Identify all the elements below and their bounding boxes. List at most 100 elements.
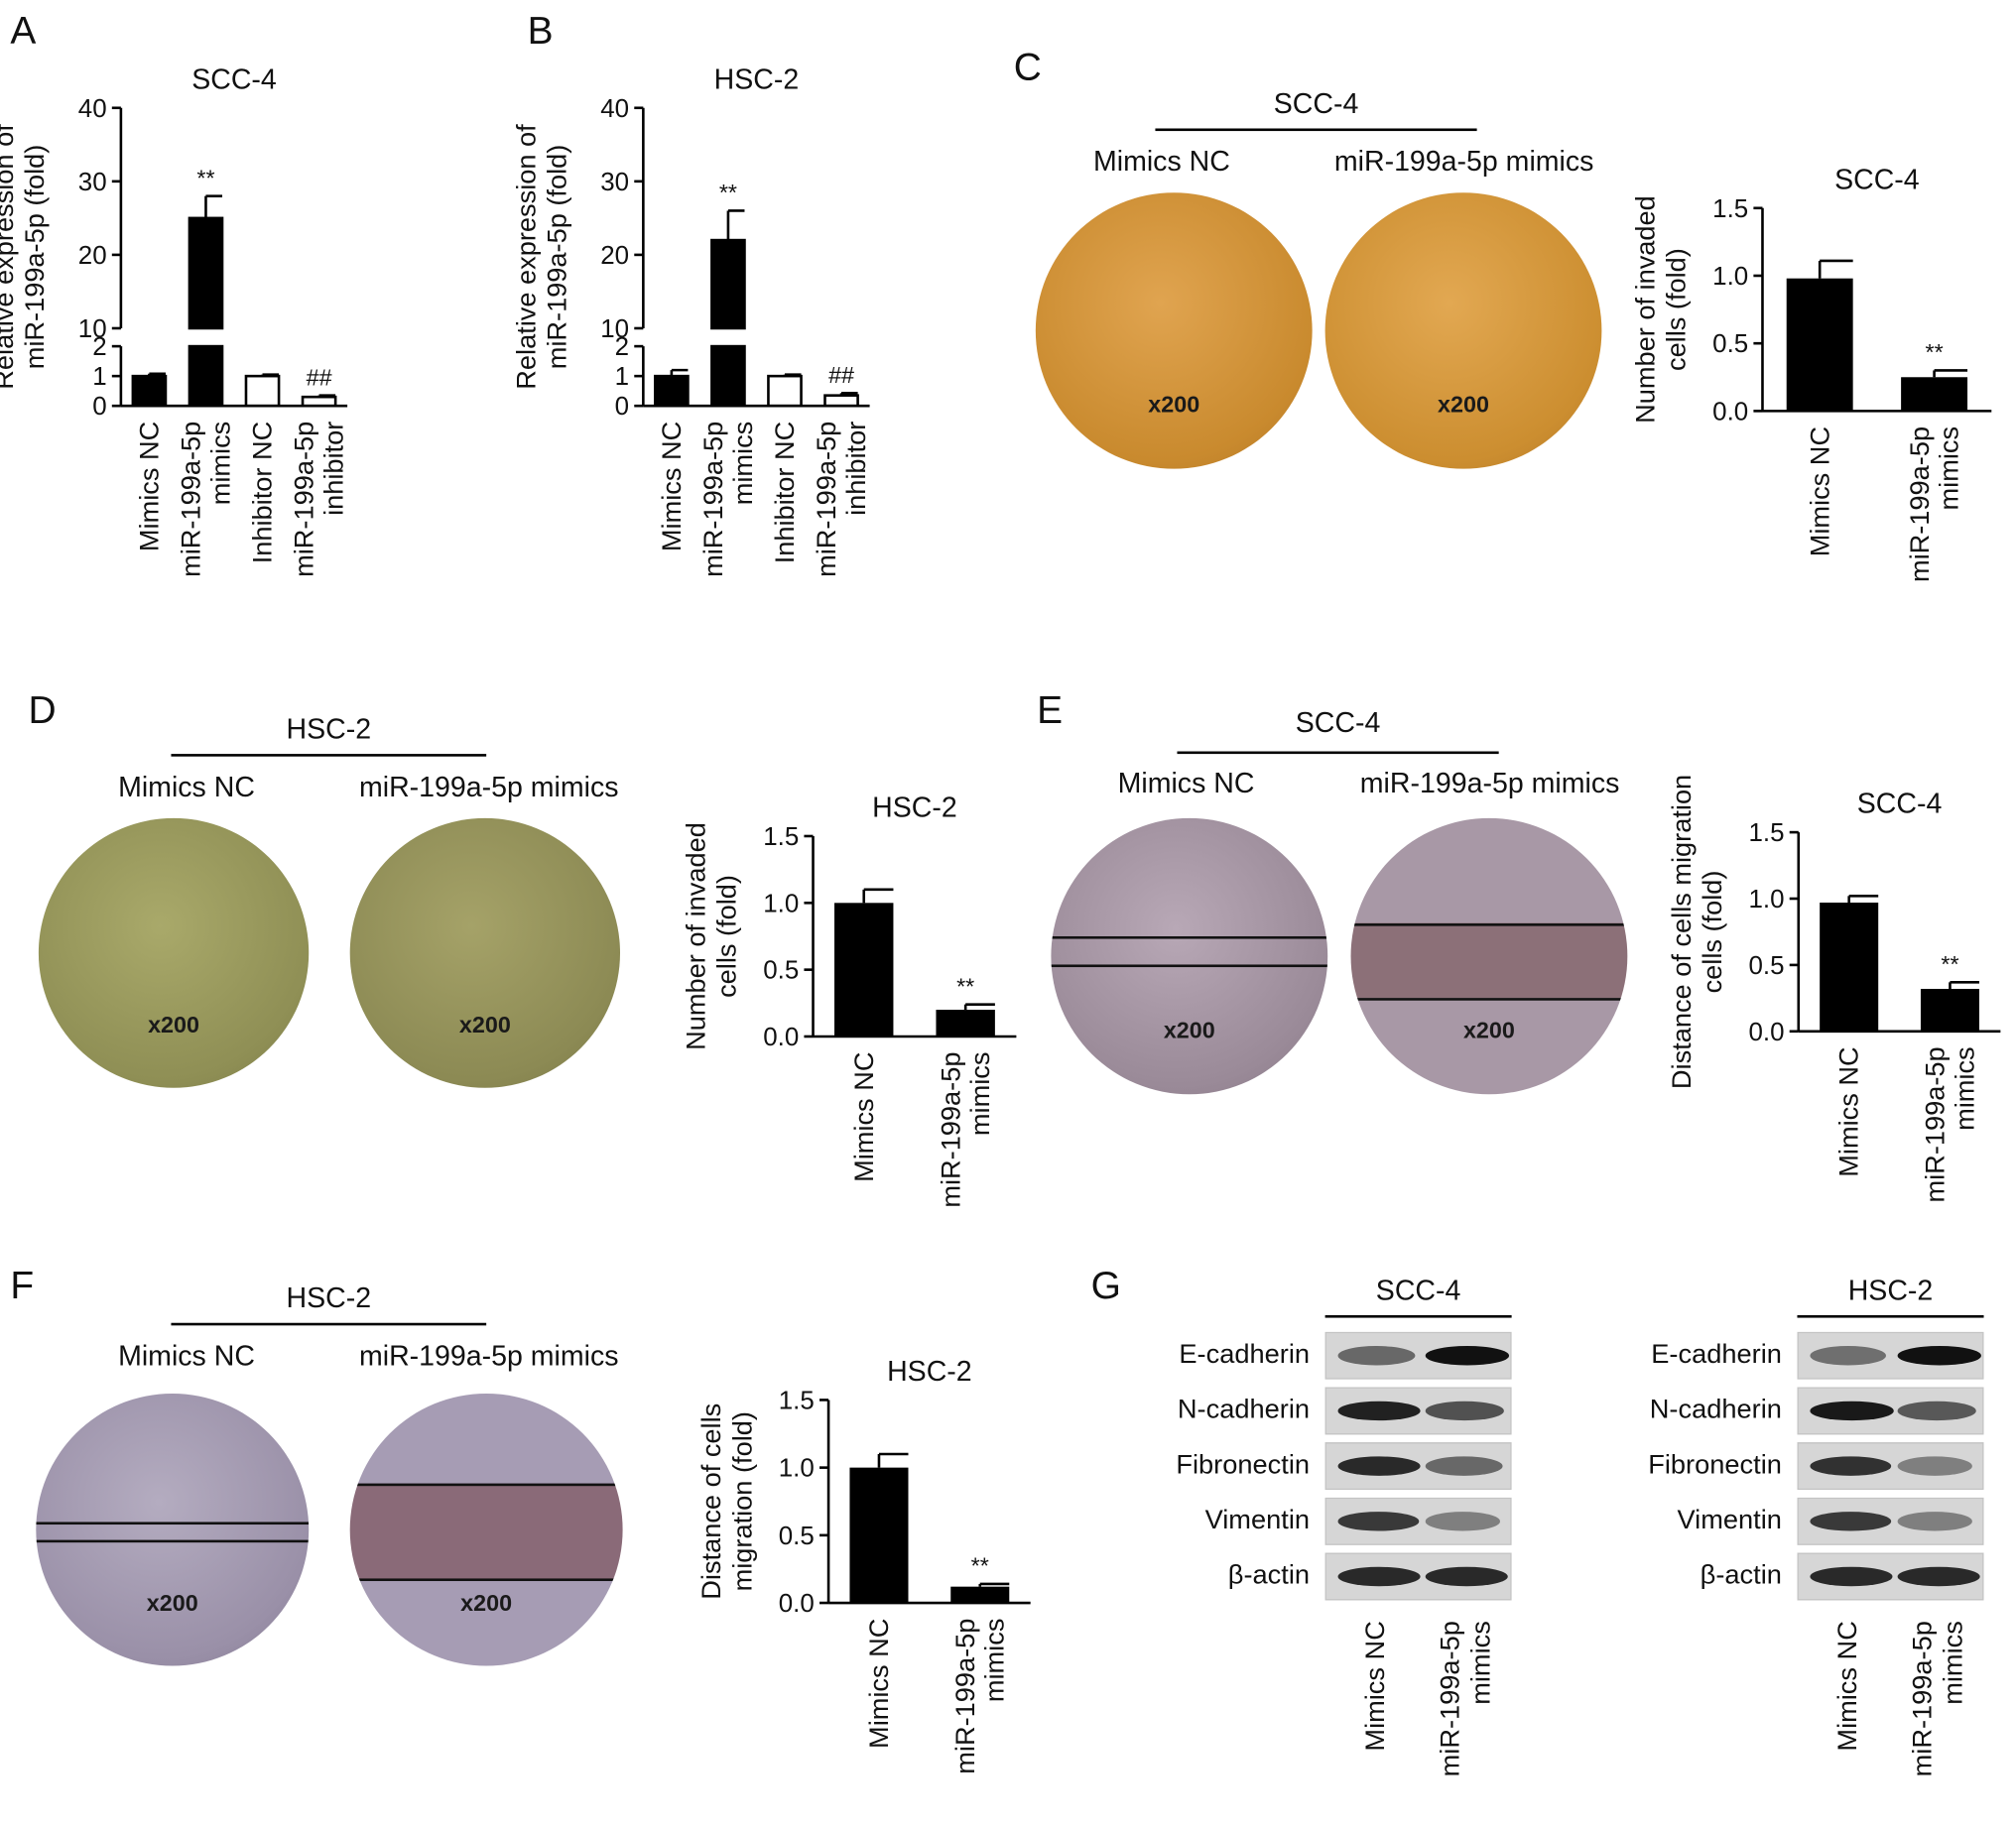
chart-title: SCC-4 — [1834, 164, 1920, 195]
panel-d-left-mag: x200 — [148, 1012, 200, 1038]
protein-label: β-actin — [1700, 1560, 1782, 1591]
blot-band — [1425, 1401, 1504, 1421]
chart-c: 0.0 0.5 1.0 1.5 ** SCC-4 Number of invaded cell… — [1630, 164, 1992, 582]
y-tick-label: 40 — [600, 95, 629, 123]
panel-c-right-image: x200 — [1324, 192, 1602, 469]
significance-label: ## — [828, 362, 854, 388]
blot-band — [1810, 1346, 1886, 1366]
y-tick-label: 0.0 — [1748, 1019, 1784, 1046]
blot-band — [1810, 1512, 1891, 1531]
lane-label: mimics — [1939, 1621, 1968, 1705]
panel-c-right-label: miR-199a-5p mimics — [1333, 145, 1594, 178]
blot-band — [1897, 1401, 1976, 1421]
blot-band — [1810, 1401, 1894, 1421]
panel-letter-f: F — [10, 1265, 35, 1308]
category-label: Mimics NC — [848, 1052, 879, 1182]
y-axis-label: Distance of cells — [695, 1403, 726, 1600]
significance-label: ** — [719, 180, 737, 205]
category-label: mimics — [964, 1052, 995, 1137]
category-label: Inhibitor NC — [247, 422, 278, 564]
category-label: inhibitor — [840, 422, 871, 516]
blot-strip — [1797, 1497, 1984, 1545]
panel-e-right-mag: x200 — [1462, 1017, 1515, 1043]
lane-label: miR-199a-5p — [1908, 1621, 1938, 1777]
significance-label: ** — [196, 165, 214, 190]
y-axis-label: Relative expression of — [510, 124, 541, 390]
chart-title: SCC-4 — [1857, 789, 1943, 820]
blot-strip — [1797, 1331, 1984, 1380]
y-axis-label: Number of invaded — [681, 822, 711, 1050]
y-tick-label: 0 — [92, 393, 106, 421]
panel-e-right-label: miR-199a-5p mimics — [1359, 767, 1620, 799]
category-label: inhibitor — [318, 422, 349, 516]
chart-e: 0.0 0.5 1.0 1.5 ** SCC-4 Distance of cells mig… — [1666, 775, 2001, 1202]
y-tick-label: 0.5 — [1748, 952, 1784, 980]
y-tick-label: 40 — [78, 95, 107, 123]
western-blot-title-line — [1324, 1314, 1512, 1318]
panel-e-left-image: x200 — [1051, 817, 1328, 1095]
panel-f-title-line — [171, 1322, 487, 1326]
y-tick-label: 2 — [615, 333, 629, 361]
blot-strip — [1324, 1331, 1512, 1380]
y-tick-label: 1 — [92, 363, 106, 391]
blot-band — [1425, 1346, 1510, 1366]
y-tick-label: 20 — [600, 242, 629, 270]
panel-e-title-line — [1177, 751, 1499, 755]
blot-band — [1897, 1512, 1972, 1531]
panel-e-right-image: x200 — [1350, 817, 1628, 1095]
y-axis-label: miR-199a-5p (fold) — [19, 145, 50, 370]
panel-c-title-line — [1155, 128, 1477, 132]
y-tick-label: 0 — [615, 393, 629, 421]
chart-title: SCC-4 — [191, 63, 277, 95]
panel-f-right-scratch-top — [349, 1483, 623, 1487]
category-label: miR-199a-5p — [949, 1619, 980, 1774]
protein-label: Fibronectin — [1176, 1449, 1311, 1480]
y-tick-label: 1.0 — [763, 890, 799, 917]
blot-band — [1810, 1566, 1892, 1587]
panel-f-right-mag: x200 — [460, 1589, 513, 1616]
panel-f-left-scratch-bottom — [36, 1540, 310, 1543]
bar — [1920, 988, 1979, 1032]
y-axis-label: Distance of cells migration — [1666, 775, 1697, 1089]
panel-c-left-label: Mimics NC — [1092, 145, 1230, 178]
panel-e-left-scratch-top — [1051, 936, 1328, 940]
blot-band — [1425, 1566, 1508, 1587]
category-label: Mimics NC — [863, 1619, 894, 1749]
blot-band — [1337, 1346, 1415, 1366]
y-axis-label: cells (fold) — [1697, 871, 1727, 994]
chart-title: HSC-2 — [714, 63, 800, 95]
category-label: mimics — [727, 422, 758, 506]
panel-d-right-image: x200 — [349, 817, 621, 1088]
category-label: miR-199a-5p — [935, 1052, 965, 1208]
panel-d-right-mag: x200 — [458, 1012, 511, 1038]
blot-band — [1897, 1456, 1972, 1476]
panel-letter-a: A — [10, 10, 37, 54]
y-tick-label: 1.0 — [1748, 886, 1784, 914]
western-blot-title: SCC-4 — [1375, 1274, 1461, 1306]
protein-label: E-cadherin — [1179, 1339, 1311, 1370]
western-blot-title: HSC-2 — [1847, 1274, 1934, 1306]
panel-e-left-label: Mimics NC — [1117, 767, 1255, 799]
y-tick-label: 10 — [600, 315, 629, 343]
bar — [1786, 278, 1853, 412]
panel-e-right-scratch-bottom — [1350, 997, 1628, 1001]
blot-strip — [1324, 1552, 1512, 1601]
protein-label: β-actin — [1227, 1560, 1311, 1591]
panel-f-right-label: miR-199a-5p mimics — [358, 1339, 619, 1372]
chart-title: HSC-2 — [872, 793, 957, 824]
panel-letter-b: B — [527, 10, 554, 54]
y-tick-label: 0.0 — [763, 1024, 799, 1051]
y-tick-label: 1.5 — [1748, 819, 1784, 847]
y-tick-label: 1.5 — [1712, 195, 1748, 223]
category-label: miR-199a-5p — [289, 422, 319, 577]
y-tick-label: 0.0 — [779, 1590, 815, 1618]
y-axis-label: cells (fold) — [1661, 248, 1692, 371]
bar — [1901, 377, 1968, 412]
chart-d: 0.0 0.5 1.0 1.5 ** HSC-2 Number of invaded cell… — [681, 793, 1017, 1208]
blot-strip — [1797, 1552, 1984, 1601]
panel-f-title: HSC-2 — [286, 1281, 372, 1314]
y-tick-label: 1.5 — [779, 1388, 815, 1415]
